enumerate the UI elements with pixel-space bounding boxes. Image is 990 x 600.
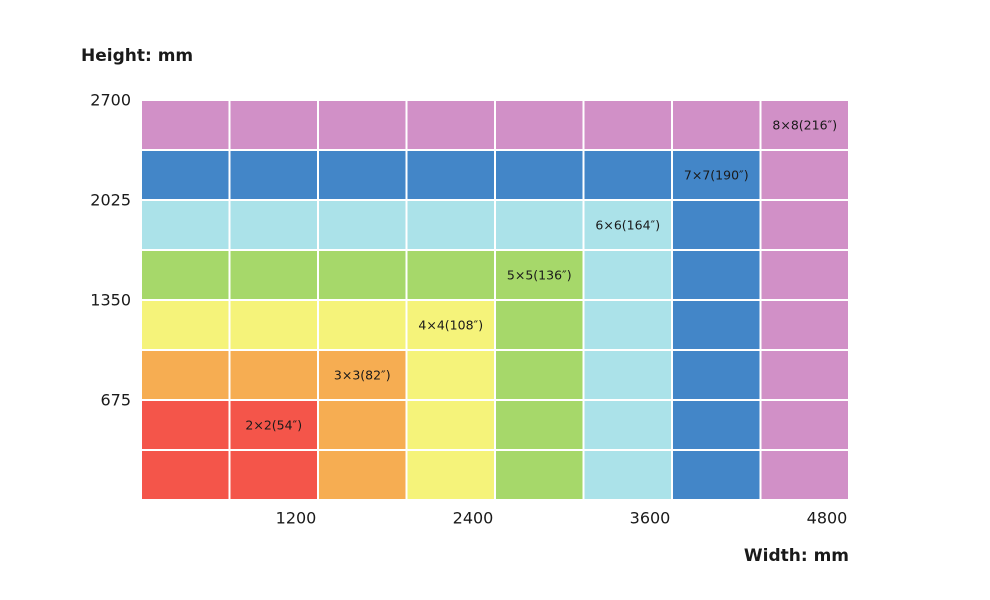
y-tick-label: 675	[100, 391, 131, 410]
grid-cell	[228, 249, 319, 301]
grid-cell	[405, 149, 496, 201]
grid-cell	[759, 99, 850, 151]
grid-cell	[671, 399, 762, 451]
x-tick-label: 4800	[807, 509, 848, 528]
grid-cell	[317, 99, 408, 151]
grid-cell	[405, 249, 496, 301]
grid-cell	[671, 199, 762, 251]
y-axis-ticks: 2700 2025 1350 675	[90, 91, 131, 410]
grid-cell	[317, 349, 408, 401]
grid-cells	[140, 99, 850, 501]
grid-cell	[317, 299, 408, 351]
x-axis-title: Width: mm	[743, 546, 849, 566]
grid-cell	[582, 399, 673, 451]
size-label-5x5: 5×5(136″)	[507, 268, 572, 283]
grid-cell	[582, 449, 673, 501]
grid-cell	[140, 149, 231, 201]
grid-cell	[759, 399, 850, 451]
grid-cell	[671, 299, 762, 351]
grid-cell	[140, 299, 231, 351]
grid-cell	[759, 299, 850, 351]
size-label-4x4: 4×4(108″)	[418, 318, 483, 333]
grid-cell	[582, 99, 673, 151]
grid-cell	[228, 449, 319, 501]
size-label-7x7: 7×7(190″)	[684, 168, 749, 183]
grid-cell	[317, 399, 408, 451]
grid-cell	[140, 99, 231, 151]
grid-cell	[582, 249, 673, 301]
grid-cell	[671, 249, 762, 301]
size-label-3x3: 3×3(82″)	[334, 368, 391, 383]
grid-cell	[228, 299, 319, 351]
grid-cell	[671, 449, 762, 501]
grid-cell	[405, 349, 496, 401]
size-label-2x2: 2×2(54″)	[245, 418, 302, 433]
grid-cell	[317, 449, 408, 501]
grid-cell	[317, 199, 408, 251]
grid-cell	[140, 349, 231, 401]
grid-cell	[494, 149, 585, 201]
grid-cell	[140, 449, 231, 501]
grid-cell	[582, 199, 673, 251]
grid-cell	[494, 349, 585, 401]
grid-cell	[317, 249, 408, 301]
grid-cell	[405, 99, 496, 151]
grid-cell	[494, 199, 585, 251]
grid-cell	[405, 399, 496, 451]
x-tick-label: 1200	[276, 509, 317, 528]
cell-labels: 2×2(54″) 3×3(82″) 4×4(108″) 5×5(136″) 6×6(16…	[245, 118, 837, 433]
grid-cell	[317, 149, 408, 201]
grid-cell	[228, 399, 319, 451]
grid-cell	[494, 449, 585, 501]
y-axis-title: Height: mm	[81, 46, 194, 66]
grid-cell	[405, 449, 496, 501]
y-tick-label: 1350	[90, 291, 131, 310]
x-tick-label: 2400	[453, 509, 494, 528]
grid-cell	[405, 199, 496, 251]
y-tick-label: 2700	[90, 91, 131, 110]
grid-cell	[228, 99, 319, 151]
grid-cell	[671, 99, 762, 151]
grid-cell	[582, 349, 673, 401]
grid-cell	[228, 199, 319, 251]
grid-cell	[494, 99, 585, 151]
x-axis-ticks: 1200 2400 3600 4800	[276, 509, 848, 528]
grid-cell	[582, 299, 673, 351]
grid-cell	[759, 449, 850, 501]
grid-cell	[140, 399, 231, 451]
grid-cell	[494, 299, 585, 351]
size-label-6x6: 6×6(164″)	[595, 218, 660, 233]
grid-cell	[582, 149, 673, 201]
grid-cell	[228, 149, 319, 201]
grid-cell	[671, 349, 762, 401]
size-label-8x8: 8×8(216″)	[772, 118, 837, 133]
grid-cell	[759, 349, 850, 401]
y-tick-label: 2025	[90, 191, 131, 210]
grid-cell	[140, 249, 231, 301]
grid-cell	[228, 349, 319, 401]
grid-cell	[759, 149, 850, 201]
grid-cell	[671, 149, 762, 201]
grid-cell	[759, 199, 850, 251]
grid-cell	[494, 399, 585, 451]
grid-cell	[140, 199, 231, 251]
grid-cell	[759, 249, 850, 301]
x-tick-label: 3600	[630, 509, 671, 528]
